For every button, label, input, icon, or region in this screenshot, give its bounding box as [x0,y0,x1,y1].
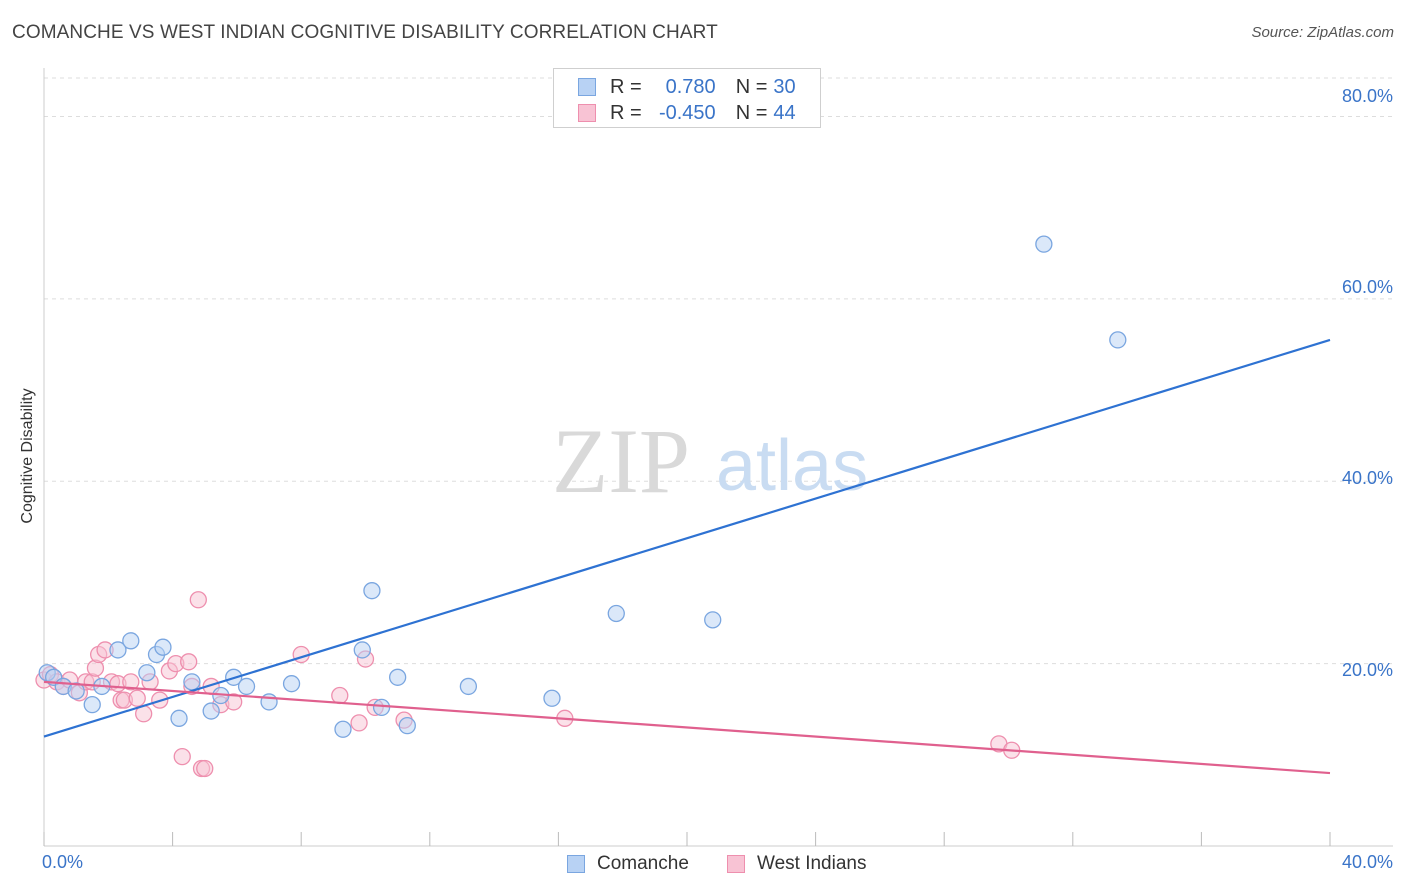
comanche-point [67,682,85,700]
west-indians-point [173,747,191,766]
west-indians-trend-line [43,680,1331,775]
chart-title: COMANCHE VS WEST INDIAN COGNITIVE DISABI… [12,22,718,43]
west-indians-point [331,686,349,705]
legend-row-west-indians: R = -0.450 N = 44 [578,101,796,125]
west-indians-swatch [578,104,596,122]
y-tick-label-20: 20.0% [1341,660,1393,680]
watermark-atlas: atlas [716,426,868,506]
y-tick-label-40: 40.0% [1341,468,1393,488]
comanche-point [353,641,371,659]
comanche-point [388,668,407,686]
source-credit: Source: ZipAtlas.com [1251,24,1394,41]
comanche-point [372,698,391,717]
watermark: ZIP atlas [552,410,868,512]
west-indians-r-value: -0.450 [658,101,716,124]
n-label: N = [735,101,768,124]
y-tick-label-80: 80.0% [1341,86,1393,106]
comanche-swatch [578,78,596,96]
comanche-point [202,702,220,720]
comanche-point [1109,331,1127,349]
comanche-point [1035,235,1053,253]
west-indians-n-value: 44 [773,101,796,124]
comanche-legend-label: Comanche [597,853,689,874]
comanche-point [138,664,156,682]
r-label: R = [610,101,642,124]
comanche-point [170,709,188,727]
comanche-point [237,677,256,696]
comanche-point [398,716,416,735]
x-axis-ticks [43,832,1331,846]
legend-item-comanche: Comanche [567,852,689,876]
x-tick-label-min: 0.0% [42,852,84,872]
west-indians-point [128,689,146,707]
west-indians-point [196,759,214,778]
comanche-trend-line [43,338,1331,738]
y-tick-label-60: 60.0% [1341,277,1393,297]
comanche-point [154,638,172,656]
comanche-point [122,632,140,650]
comanche-point [459,677,478,696]
y-axis-label: Cognitive Disability [19,388,36,524]
comanche-point [543,689,561,707]
comanche-point [109,641,127,659]
west-indians-point [189,591,207,609]
comanche-point [607,604,625,623]
comanche-r-value: 0.780 [665,75,716,98]
west-indians-point [122,673,140,691]
comanche-point [704,611,722,629]
legend-item-west-indians: West Indians [727,852,866,876]
comanche-legend-swatch [567,855,585,873]
legend-row-comanche: R = 0.780 N = 30 [578,75,796,99]
comanche-point [334,720,352,738]
axes [43,68,1393,847]
watermark-zip: ZIP [552,410,690,512]
comanche-point [282,675,301,693]
west-indians-point [350,714,368,732]
x-tick-label-max: 40.0% [1341,852,1393,872]
west-indians-point [180,653,198,671]
west-indians-legend-swatch [727,855,745,873]
comanche-point [363,582,381,600]
gridlines [44,77,1393,665]
r-label: R = [610,75,642,98]
west-indians-legend-label: West Indians [757,853,867,874]
comanche-point [83,696,101,714]
comanche-point [183,673,201,691]
correlation-legend: R = 0.780 N = 30 R = -0.450 N = 44 [553,68,821,128]
n-label: N = [735,75,768,98]
comanche-n-value: 30 [773,75,796,98]
